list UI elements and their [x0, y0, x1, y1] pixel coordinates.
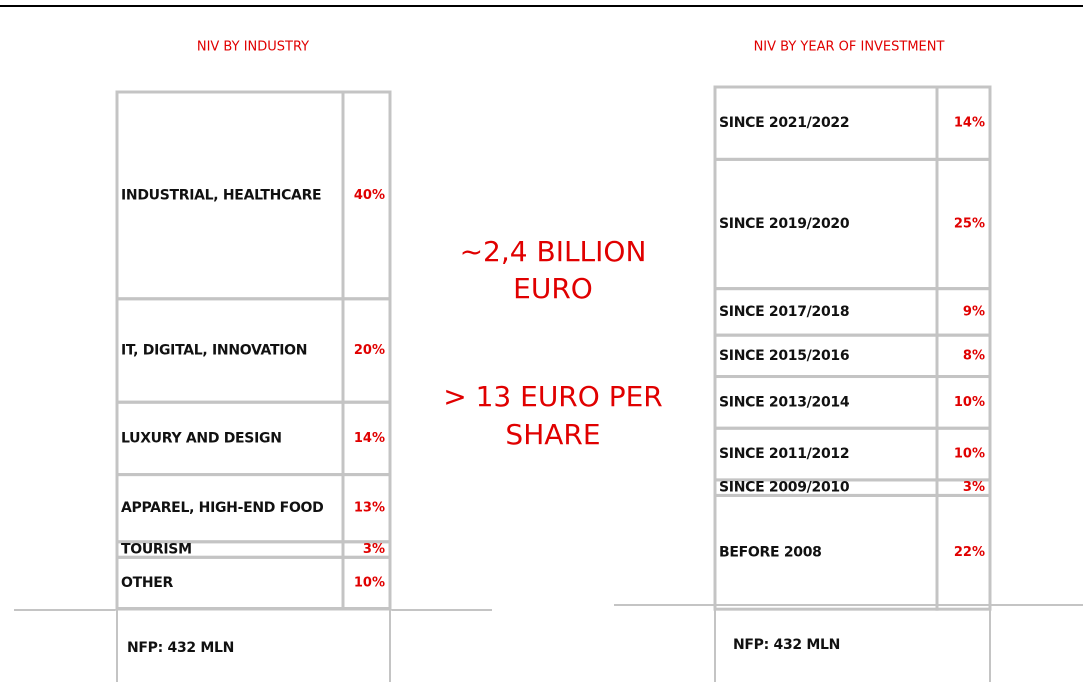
value-label: 3%	[363, 542, 385, 557]
value-label: 40%	[354, 188, 385, 203]
value-label: 9%	[963, 304, 985, 319]
category-label: SINCE 2019/2020	[719, 216, 850, 232]
value-cell	[935, 493, 992, 611]
headline: EURO	[513, 272, 593, 305]
value-label: 13%	[354, 501, 385, 516]
chart-title: NIV BY YEAR OF INVESTMENT	[754, 40, 945, 55]
nfp-box	[116, 607, 391, 682]
chart-title: NIV BY INDUSTRY	[197, 40, 309, 55]
nfp-label: NFP: 432 MLN	[127, 640, 234, 656]
headline: SHARE	[505, 418, 600, 451]
nfp-label: NFP: 432 MLN	[733, 637, 840, 653]
headline: ~2,4 BILLION	[460, 235, 647, 268]
category-label: APPAREL, HIGH-END FOOD	[121, 500, 323, 516]
nfp-box	[714, 604, 991, 682]
value-label: 3%	[963, 480, 985, 495]
category-label: TOURISM	[121, 542, 192, 558]
category-label: SINCE 2021/2022	[719, 115, 849, 131]
value-label: 14%	[354, 431, 385, 446]
category-label: INDUSTRIAL, HEALTHCARE	[121, 187, 321, 203]
category-label: BEFORE 2008	[719, 544, 822, 560]
category-label: SINCE 2011/2012	[719, 446, 849, 462]
category-label: IT, DIGITAL, INNOVATION	[121, 343, 307, 359]
category-label: SINCE 2009/2010	[719, 480, 850, 496]
category-label: LUXURY AND DESIGN	[121, 430, 282, 446]
category-label: SINCE 2013/2014	[719, 394, 850, 410]
value-label: 10%	[354, 576, 385, 591]
category-label: SINCE 2015/2016	[719, 348, 849, 364]
headline: > 13 EURO PER	[443, 380, 663, 413]
value-label: 25%	[954, 217, 985, 232]
value-label: 10%	[954, 447, 985, 462]
value-label: 14%	[954, 116, 985, 131]
value-label: 10%	[954, 395, 985, 410]
category-label: OTHER	[121, 575, 174, 591]
value-label: 20%	[354, 343, 385, 358]
value-label: 22%	[954, 545, 985, 560]
value-label: 8%	[963, 348, 985, 363]
category-label: SINCE 2017/2018	[719, 304, 849, 320]
